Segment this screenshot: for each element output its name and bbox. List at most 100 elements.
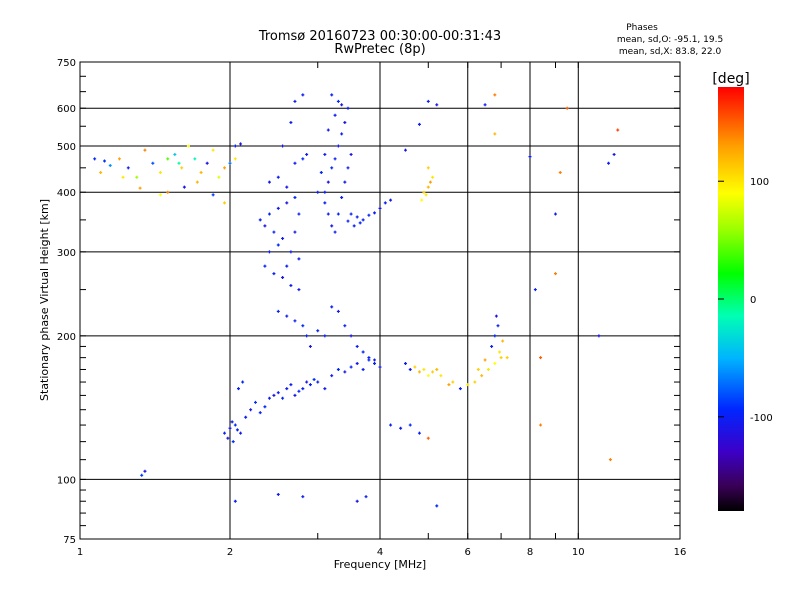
data-point (293, 99, 297, 103)
data-point (486, 367, 490, 371)
data-point (420, 198, 424, 202)
data-point (616, 128, 620, 132)
data-point (289, 250, 293, 254)
data-point (276, 175, 280, 179)
data-point (272, 230, 276, 234)
data-point (117, 157, 121, 161)
data-point (417, 122, 421, 126)
data-point (285, 264, 289, 268)
data-point (241, 380, 245, 384)
data-point (608, 458, 612, 462)
data-point (233, 144, 237, 148)
y-tick-label: 400 (57, 188, 76, 199)
data-point (349, 212, 353, 216)
data-point (343, 324, 347, 328)
data-point (199, 170, 203, 174)
data-point (276, 492, 280, 496)
data-point (323, 387, 327, 391)
data-point (364, 495, 368, 499)
axis-ticks: 1 2 4 6 8 10 16 75 100 200 300 400 500 600 750 (57, 58, 686, 558)
data-point (143, 469, 147, 473)
grid-lines (80, 62, 680, 539)
data-point (267, 250, 271, 254)
data-point (293, 393, 297, 397)
data-point (297, 257, 301, 261)
data-point (289, 283, 293, 287)
data-point (297, 212, 301, 216)
data-point (496, 324, 500, 328)
data-point (126, 166, 130, 170)
data-point (108, 164, 112, 168)
data-point (355, 499, 359, 503)
data-point (361, 367, 365, 371)
data-point (417, 370, 421, 374)
data-point (451, 380, 455, 384)
data-point (323, 152, 327, 156)
y-tick-label: 100 (57, 475, 76, 486)
data-point (231, 440, 235, 444)
data-points (93, 93, 620, 508)
data-point (143, 148, 147, 152)
data-point (281, 276, 285, 280)
data-point (336, 367, 340, 371)
data-point (378, 206, 382, 210)
data-point (399, 426, 403, 430)
colorbar-tick-label: 0 (750, 295, 756, 306)
data-point (355, 215, 359, 219)
x-axis-label: Frequency [MHz] (334, 558, 426, 571)
data-point (285, 185, 289, 189)
data-point (276, 391, 280, 395)
data-point (330, 93, 334, 97)
data-point (340, 195, 344, 199)
data-point (305, 380, 309, 384)
data-point (281, 144, 285, 148)
data-point (193, 157, 197, 161)
x-tick-label: 8 (527, 547, 533, 558)
data-point (228, 161, 232, 165)
data-point (466, 383, 470, 387)
data-point (233, 157, 237, 161)
data-point (349, 152, 353, 156)
data-point (480, 374, 484, 378)
data-point (308, 383, 312, 387)
data-point (233, 499, 237, 503)
data-point (349, 365, 353, 369)
data-point (323, 190, 327, 194)
x-tick-label: 16 (674, 547, 687, 558)
data-point (483, 358, 487, 362)
data-point (597, 334, 601, 338)
data-point (293, 230, 297, 234)
data-point (333, 230, 337, 234)
data-point (343, 370, 347, 374)
data-point (435, 504, 439, 508)
data-point (223, 166, 227, 170)
data-point (258, 218, 262, 222)
data-point (230, 420, 234, 424)
data-point (426, 99, 430, 103)
data-point (249, 408, 253, 412)
data-point (281, 396, 285, 400)
data-point (501, 339, 505, 343)
data-point (217, 175, 221, 179)
data-point (158, 170, 162, 174)
data-point (553, 212, 557, 216)
data-point (276, 206, 280, 210)
data-point (378, 365, 382, 369)
data-point (340, 103, 344, 107)
data-point (424, 193, 428, 197)
data-point (612, 152, 616, 156)
data-point (330, 305, 334, 309)
data-point (305, 334, 309, 338)
data-point (226, 436, 230, 440)
data-point (558, 170, 562, 174)
data-point (389, 423, 393, 427)
data-point (431, 370, 435, 374)
data-point (483, 103, 487, 107)
data-point (422, 190, 426, 194)
data-point (493, 361, 497, 365)
y-tick-label: 75 (63, 535, 76, 546)
data-point (336, 99, 340, 103)
data-point (293, 195, 297, 199)
data-point (565, 106, 569, 110)
data-point (258, 411, 262, 415)
